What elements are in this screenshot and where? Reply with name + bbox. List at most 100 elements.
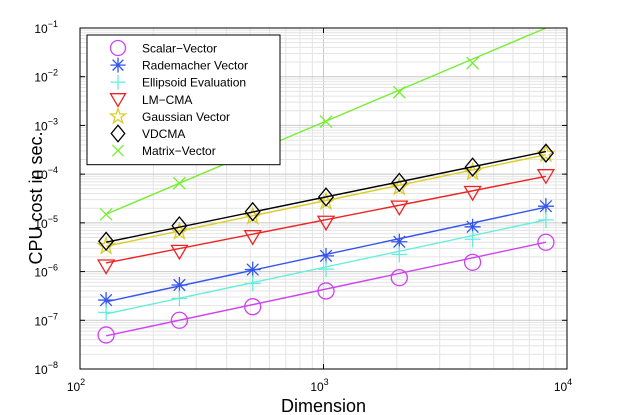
data-point — [537, 198, 554, 215]
legend-marker — [110, 124, 126, 143]
y-axis-label: CPU cost in sec. — [26, 131, 46, 264]
data-point — [244, 275, 261, 292]
data-point — [170, 311, 189, 329]
data-point — [171, 290, 188, 307]
data-point — [170, 244, 189, 261]
fit-line — [105, 175, 547, 264]
legend-marker — [111, 144, 125, 157]
fit-line — [105, 241, 547, 337]
series-2 — [98, 198, 554, 309]
data-point-b — [173, 278, 186, 292]
data-point — [319, 115, 333, 129]
legend-label: VDCMA — [142, 127, 185, 141]
data-point-b — [319, 249, 333, 263]
data-point — [244, 298, 262, 316]
data-point-b — [99, 207, 113, 221]
y-tick-label: 10−6 — [34, 263, 58, 280]
data-point — [464, 218, 481, 235]
data-point — [537, 211, 554, 228]
series-3 — [98, 211, 554, 321]
legend-box — [86, 34, 281, 166]
legend-marker — [110, 74, 126, 90]
data-point — [463, 185, 482, 202]
y-tick-label: 10−2 — [34, 68, 58, 85]
data-point — [464, 157, 481, 177]
legend-item: VDCMA — [110, 124, 185, 143]
data-point — [463, 253, 482, 271]
legend-label: LM−CMA — [142, 93, 192, 107]
data-point — [97, 326, 115, 344]
legend-item: Matrix−Vector — [111, 144, 216, 158]
data-point — [391, 172, 408, 193]
y-tick-label: 10−3 — [34, 116, 58, 133]
data-point-b — [466, 220, 479, 234]
y-tick-label: 10−5 — [34, 214, 58, 231]
legend-item: Ellipsoid Evaluation — [110, 74, 246, 90]
y-tick-label: 10−8 — [34, 360, 58, 377]
legend-marker — [109, 39, 127, 57]
data-point — [316, 215, 336, 232]
data-point — [536, 169, 556, 185]
legend-marker-b — [112, 59, 124, 71]
legend-marker — [110, 57, 126, 73]
data-point — [317, 187, 335, 207]
fit-line — [105, 150, 547, 243]
series-1 — [97, 233, 555, 344]
data-point — [171, 215, 188, 236]
legend-label: Scalar−Vector — [142, 42, 217, 56]
legend-marker-b — [111, 144, 125, 157]
data-point — [317, 282, 335, 300]
x-tick-label: 104 — [554, 377, 572, 394]
x-tick-label: 102 — [67, 377, 85, 394]
y-tick-label: 10−4 — [34, 165, 58, 182]
y-tick-label: 10−1 — [34, 19, 58, 36]
data-point — [537, 143, 554, 163]
data-point-b — [393, 235, 406, 248]
data-point — [243, 230, 262, 246]
data-point-b — [539, 199, 553, 213]
data-point — [98, 304, 115, 321]
data-point-b — [172, 176, 186, 190]
series-4 — [96, 169, 556, 275]
legend-item: Gaussian Vector — [108, 106, 230, 125]
data-point — [98, 231, 115, 252]
data-point — [244, 201, 261, 222]
legend-label: Matrix−Vector — [142, 144, 216, 158]
data-point — [318, 261, 335, 278]
data-point-b — [99, 293, 113, 307]
series-7 — [99, 27, 547, 221]
legend: Scalar−Vector Rademacher Vector Ellipsoid … — [86, 34, 281, 166]
data-point — [99, 207, 113, 221]
x-axis-label: Dimension — [281, 396, 366, 415]
fit-line — [105, 154, 547, 247]
legend-label: Ellipsoid Evaluation — [142, 76, 246, 90]
data-point — [392, 85, 406, 99]
data-point — [96, 259, 116, 275]
legend-item: Rademacher Vector — [110, 57, 248, 73]
data-point — [391, 246, 408, 263]
legend-item: Scalar−Vector — [109, 39, 217, 57]
data-point — [466, 56, 480, 70]
data-point-b — [392, 85, 406, 99]
series-6 — [98, 143, 554, 252]
plot-frame — [79, 27, 568, 370]
legend-label: Rademacher Vector — [142, 59, 248, 73]
data-point-b — [466, 56, 480, 70]
data-point — [537, 233, 555, 251]
legend-item: LM−CMA — [109, 93, 192, 108]
data-point-b — [246, 263, 259, 276]
data-point — [464, 231, 481, 248]
legend-marker — [109, 93, 127, 108]
y-tick-label: 10−7 — [34, 311, 58, 328]
data-point — [390, 200, 409, 217]
x-tick-label: 103 — [310, 377, 328, 394]
data-point — [172, 176, 186, 190]
series-layer — [96, 27, 556, 344]
data-point-b — [319, 115, 333, 129]
legend-label: Gaussian Vector — [142, 110, 230, 124]
legend-marker — [108, 106, 128, 125]
data-point — [390, 269, 408, 287]
data-point — [171, 277, 188, 294]
data-point — [244, 261, 261, 278]
